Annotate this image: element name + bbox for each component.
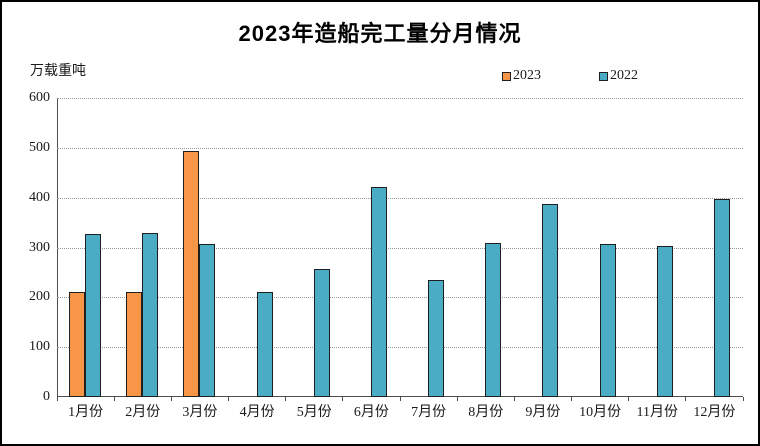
- legend-swatch-2022-icon: [599, 71, 608, 81]
- bar-2022-6月份: [370, 187, 387, 397]
- bar-2022-1月份: [85, 234, 102, 397]
- y-axis-label-300: 300: [29, 239, 50, 255]
- x-axis-label-3月份: 3月份: [182, 405, 218, 420]
- bar-2022-9月份: [542, 204, 559, 397]
- legend-label-2022: 2022: [610, 68, 638, 83]
- bar-2022-8月份: [485, 242, 502, 397]
- chart-title: 2023年造船完工量分月情况: [238, 21, 522, 46]
- y-axis-label-400: 400: [29, 189, 50, 205]
- bar-2022-2月份: [142, 233, 159, 397]
- gridline-200: [57, 297, 743, 299]
- gridline-100: [57, 347, 743, 349]
- gridline-300: [57, 247, 743, 249]
- x-axis-label-9月份: 9月份: [525, 405, 561, 420]
- x-axis-tick-8: [513, 397, 515, 401]
- bar-2023-3月份: [183, 150, 200, 397]
- y-axis-unit-label: 万载重吨: [30, 62, 86, 78]
- x-axis-tick-10: [628, 397, 630, 401]
- x-axis-label-11月份: 11月份: [636, 405, 678, 420]
- legend-swatch-2023-icon: [502, 71, 511, 81]
- x-axis-label-7月份: 7月份: [411, 405, 447, 420]
- x-axis-label-5月份: 5月份: [296, 405, 332, 420]
- y-axis-label-0: 0: [43, 389, 50, 404]
- x-axis-tick-3: [228, 397, 229, 401]
- bar-2022-3月份: [199, 243, 216, 397]
- y-axis-label-100: 100: [29, 339, 50, 355]
- x-axis-line: [57, 396, 743, 397]
- x-axis-tick-4: [285, 397, 287, 401]
- x-axis-tick-5: [342, 397, 344, 401]
- bar-2022-7月份: [428, 279, 445, 397]
- x-axis-tick-0: [56, 397, 58, 401]
- x-axis-label-12月份: 12月份: [693, 405, 736, 420]
- y-axis-label-500: 500: [29, 139, 50, 155]
- bar-2022-11月份: [656, 245, 673, 397]
- x-axis-label-8月份: 8月份: [468, 405, 504, 420]
- bar-2023-2月份: [126, 291, 143, 397]
- bar-2022-12月份: [713, 199, 730, 397]
- legend-label-2023: 2023: [513, 68, 541, 83]
- bar-2022-5月份: [313, 268, 330, 397]
- bar-2022-10月份: [599, 243, 616, 397]
- x-axis-tick-2: [170, 397, 172, 401]
- gridline-500: [57, 147, 743, 149]
- x-axis-tick-6: [399, 397, 401, 401]
- x-axis-label-4月份: 4月份: [239, 405, 275, 420]
- plot-area: [56, 98, 744, 401]
- y-axis-label-600: 600: [29, 90, 50, 105]
- legend-item-2022: 2022: [599, 68, 638, 84]
- x-axis-tick-7: [456, 397, 458, 401]
- x-axis-label-2月份: 2月份: [125, 405, 161, 420]
- x-axis-tick-12: [742, 397, 744, 401]
- x-axis-tick-1: [113, 397, 115, 401]
- gridline-400: [57, 197, 743, 199]
- x-axis-label-6月份: 6月份: [353, 405, 389, 420]
- x-axis-tick-9: [571, 397, 572, 401]
- legend-item-2023: 2023: [502, 68, 541, 84]
- x-axis-label-10月份: 10月份: [579, 405, 622, 420]
- y-axis-label-200: 200: [29, 289, 50, 305]
- bar-2023-1月份: [69, 291, 86, 397]
- x-axis-tick-11: [685, 397, 687, 401]
- bar-2022-4月份: [256, 292, 273, 397]
- gridline-600: [57, 98, 743, 99]
- x-axis-label-1月份: 1月份: [68, 405, 104, 420]
